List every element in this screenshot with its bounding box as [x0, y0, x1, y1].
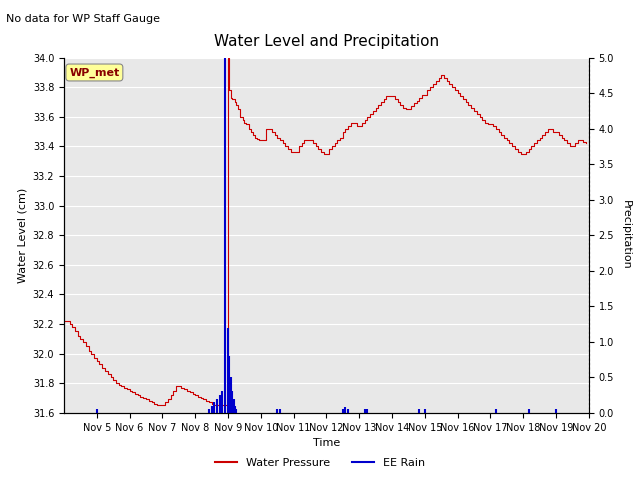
Title: Water Level and Precipitation: Water Level and Precipitation	[214, 35, 439, 49]
Legend: Water Pressure, EE Rain: Water Pressure, EE Rain	[210, 453, 430, 472]
Text: WP_met: WP_met	[69, 67, 120, 78]
Y-axis label: Water Level (cm): Water Level (cm)	[17, 188, 27, 283]
Text: No data for WP Staff Gauge: No data for WP Staff Gauge	[6, 14, 161, 24]
X-axis label: Time: Time	[313, 438, 340, 448]
Y-axis label: Precipitation: Precipitation	[621, 200, 630, 270]
